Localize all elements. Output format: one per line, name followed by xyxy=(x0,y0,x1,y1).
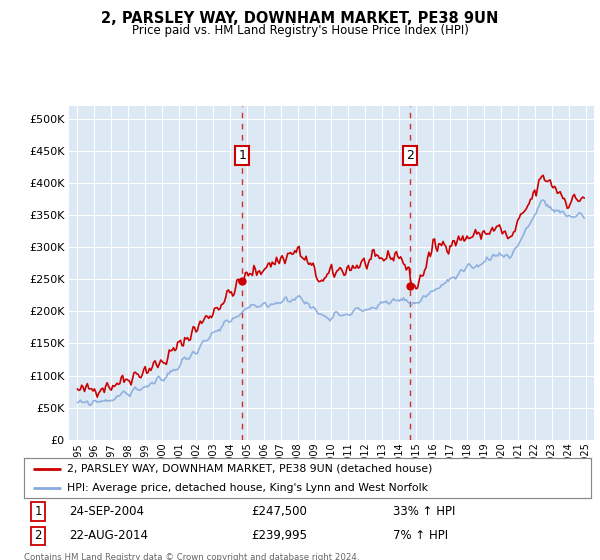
Text: 1: 1 xyxy=(34,505,42,518)
Text: Price paid vs. HM Land Registry's House Price Index (HPI): Price paid vs. HM Land Registry's House … xyxy=(131,24,469,36)
Text: 2: 2 xyxy=(34,530,42,543)
Text: 2, PARSLEY WAY, DOWNHAM MARKET, PE38 9UN (detached house): 2, PARSLEY WAY, DOWNHAM MARKET, PE38 9UN… xyxy=(67,464,432,474)
Text: £247,500: £247,500 xyxy=(251,505,307,518)
Text: 7% ↑ HPI: 7% ↑ HPI xyxy=(392,530,448,543)
Text: HPI: Average price, detached house, King's Lynn and West Norfolk: HPI: Average price, detached house, King… xyxy=(67,483,428,492)
Text: 22-AUG-2014: 22-AUG-2014 xyxy=(70,530,148,543)
Text: 24-SEP-2004: 24-SEP-2004 xyxy=(70,505,145,518)
Text: £239,995: £239,995 xyxy=(251,530,307,543)
Text: 2: 2 xyxy=(406,149,414,162)
Text: 33% ↑ HPI: 33% ↑ HPI xyxy=(392,505,455,518)
Text: Contains HM Land Registry data © Crown copyright and database right 2024.
This d: Contains HM Land Registry data © Crown c… xyxy=(24,553,359,560)
Text: 1: 1 xyxy=(238,149,246,162)
Text: 2, PARSLEY WAY, DOWNHAM MARKET, PE38 9UN: 2, PARSLEY WAY, DOWNHAM MARKET, PE38 9UN xyxy=(101,11,499,26)
